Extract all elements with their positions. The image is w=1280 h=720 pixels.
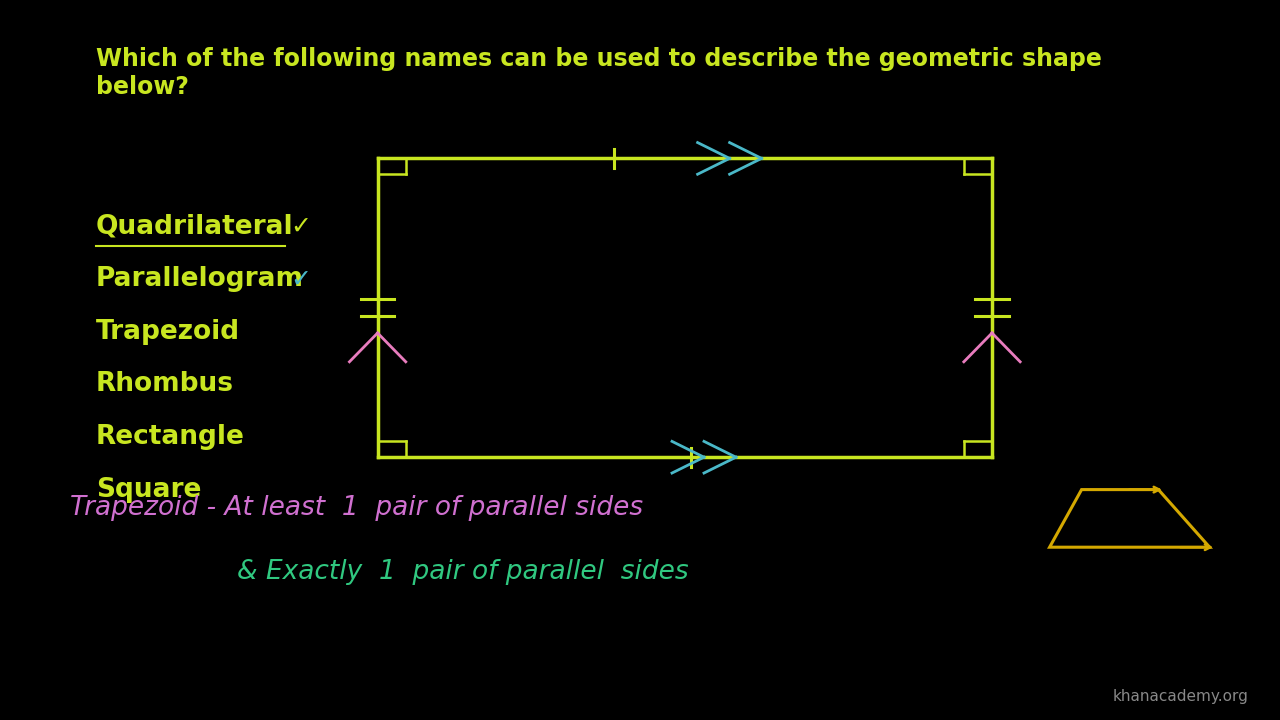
Text: Square: Square (96, 477, 201, 503)
Text: Trapezoid: Trapezoid (96, 319, 241, 345)
Text: & Exactly  1  pair of parallel  sides: & Exactly 1 pair of parallel sides (237, 559, 689, 585)
Text: Which of the following names can be used to describe the geometric shape
below?: Which of the following names can be used… (96, 47, 1102, 99)
Text: Quadrilateral: Quadrilateral (96, 214, 293, 240)
Text: Trapezoid - At least  1  pair of parallel sides: Trapezoid - At least 1 pair of parallel … (70, 495, 644, 521)
Text: Parallelogram: Parallelogram (96, 266, 305, 292)
Text: Rectangle: Rectangle (96, 424, 244, 450)
Text: ✓: ✓ (291, 267, 311, 292)
Text: ✓: ✓ (291, 215, 311, 239)
Text: khanacademy.org: khanacademy.org (1112, 689, 1248, 704)
Text: Rhombus: Rhombus (96, 372, 234, 397)
